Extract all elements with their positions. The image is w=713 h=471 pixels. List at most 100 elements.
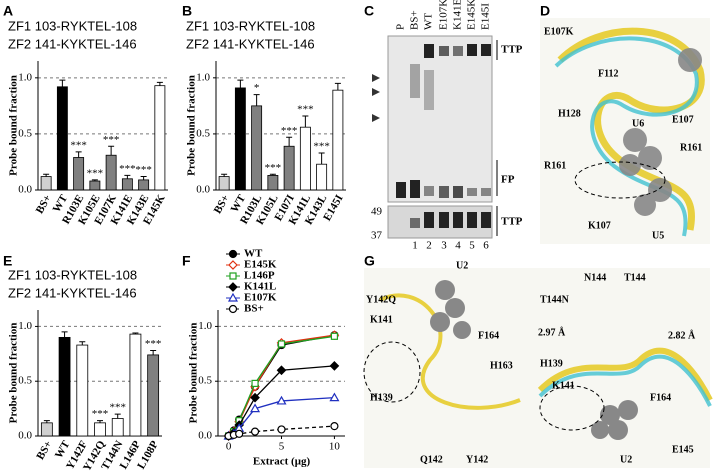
- bar: [76, 344, 89, 437]
- error-bar: [114, 413, 121, 419]
- ribbon: [557, 27, 705, 231]
- error-bar: [140, 176, 147, 180]
- lane-number: 1: [412, 240, 418, 252]
- lane-label: WT: [423, 13, 435, 30]
- header: ZF1 103-RYKTEL-108: [186, 18, 315, 33]
- y-tick-label: 0.5: [18, 127, 32, 139]
- y-tick-label: 1.0: [196, 71, 210, 83]
- error-bar: [43, 420, 50, 423]
- significance: ***: [297, 103, 314, 115]
- y-tick-label: 1.0: [18, 71, 32, 83]
- significance: ***: [92, 408, 109, 420]
- marker: [229, 272, 237, 280]
- ribbon: [537, 347, 713, 402]
- bar: [73, 157, 85, 191]
- y-tick-label: 0.0: [18, 184, 32, 196]
- bar: [154, 85, 166, 191]
- y-tick-label: 0.0: [196, 184, 210, 196]
- bar: [147, 354, 160, 437]
- marker: [228, 304, 238, 314]
- y-axis-label: Probe bound fraction: [186, 75, 198, 176]
- header: ZF1 103-RYKTEL-108: [8, 267, 137, 282]
- gel-bands: [396, 44, 491, 228]
- marker: [277, 340, 286, 348]
- y-tick-label: 0.5: [198, 375, 212, 387]
- significance: ***: [265, 162, 282, 174]
- bar: [138, 179, 150, 191]
- residue-label: U5: [652, 230, 664, 241]
- residue-label: 2.97 Å: [538, 326, 566, 338]
- panel-label: E: [3, 253, 12, 269]
- lane-number: 4: [455, 240, 461, 252]
- marker: [228, 249, 238, 259]
- bar: [40, 176, 52, 191]
- marker: [228, 282, 238, 292]
- error-bar: [318, 152, 325, 165]
- bar: [299, 126, 311, 191]
- significance: ***: [70, 139, 87, 151]
- lane-label: P: [395, 24, 407, 30]
- dashed-circle: [363, 341, 421, 403]
- x-tick-label: BS+: [34, 193, 54, 216]
- structure-title: Y142Q: [366, 294, 396, 305]
- residue-label: H139: [540, 358, 563, 369]
- significance: ***: [87, 167, 104, 179]
- residue-label: F164: [478, 330, 499, 341]
- lane-label: E145I: [480, 3, 492, 30]
- x-tick-label: BS+: [34, 439, 54, 462]
- panel-label: A: [3, 3, 13, 19]
- header: ZF2 141-KYKTEL-146: [186, 36, 315, 51]
- spheres: [619, 48, 702, 216]
- y-axis-label: Probe bound fraction: [8, 323, 20, 424]
- gel-label: FP: [501, 174, 515, 186]
- x-tick-label: BS+: [212, 193, 232, 216]
- marker: [250, 427, 260, 436]
- residue-label: R161: [680, 142, 702, 153]
- ribbon: [538, 354, 712, 407]
- bar: [332, 89, 344, 191]
- structure-g: G Y142Q U2 K141 F164 H163 H139 Q142 Y142…: [363, 253, 713, 468]
- legend-label: WT: [244, 248, 263, 260]
- legend-label: L146P: [244, 270, 275, 282]
- bar: [56, 86, 68, 191]
- x-tick-label: 5: [279, 441, 285, 453]
- bar: [234, 87, 246, 191]
- legend-label: K141L: [244, 281, 276, 293]
- marker: [329, 361, 340, 371]
- marker: [330, 332, 339, 340]
- bar: [58, 336, 71, 437]
- error-bar: [302, 115, 309, 128]
- legend-label: E145K: [244, 259, 277, 271]
- error-bar: [156, 81, 163, 86]
- residue-label: E145: [672, 444, 694, 455]
- error-bar: [269, 173, 276, 176]
- marker: [276, 395, 287, 405]
- significance: ***: [135, 164, 152, 176]
- error-bar: [75, 151, 82, 158]
- bar: [111, 418, 124, 437]
- error-bar: [132, 332, 139, 335]
- error-bar: [97, 420, 103, 423]
- x-tick-label: 10: [329, 441, 341, 453]
- bar: [129, 333, 142, 437]
- panel-label: C: [364, 3, 374, 19]
- bar: [283, 145, 295, 191]
- marker: [276, 365, 287, 376]
- error-bar: [91, 179, 98, 182]
- gel-label: TTP: [501, 216, 523, 228]
- error-bar: [108, 145, 115, 156]
- significance: *: [254, 82, 260, 94]
- marker: [250, 403, 261, 413]
- bar: [267, 175, 279, 191]
- y-axis-label: Probe bound fraction: [8, 75, 20, 176]
- lane-number: 5: [469, 240, 475, 252]
- marker: [227, 292, 239, 302]
- marker: [277, 425, 286, 434]
- error-bar: [253, 94, 260, 106]
- marker: [235, 429, 244, 438]
- error-bar: [59, 79, 66, 87]
- x-tick-label: 0: [226, 441, 232, 453]
- error-bar: [334, 82, 341, 91]
- dashed-circle: [539, 385, 605, 431]
- residue-label: 2.82 Å: [668, 329, 696, 341]
